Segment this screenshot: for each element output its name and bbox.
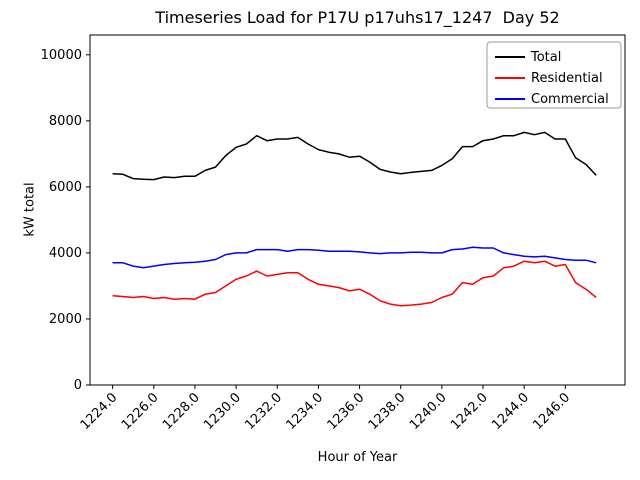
y-tick-label: 6000 [49, 180, 82, 195]
x-tick-label: 1238.0 [366, 390, 409, 433]
x-tick-label: 1228.0 [160, 390, 203, 433]
x-tick-label: 1230.0 [201, 390, 244, 433]
chart-title: Timeseries Load for P17U p17uhs17_1247 D… [155, 8, 560, 27]
y-tick-label: 2000 [49, 312, 82, 327]
y-tick-label: 10000 [41, 48, 82, 63]
x-tick-label: 1242.0 [448, 390, 491, 433]
x-tick-label: 1246.0 [530, 390, 573, 433]
x-tick-label: 1240.0 [407, 390, 450, 433]
series-line-total [112, 131, 597, 181]
legend-label-residential: Residential [531, 71, 603, 86]
legend-box [486, 41, 622, 109]
y-tick-label: 4000 [49, 246, 82, 261]
x-tick-label: 1236.0 [325, 390, 368, 433]
legend-label-total: Total [530, 50, 561, 65]
x-tick-label: 1232.0 [242, 390, 285, 433]
series-line-residential [112, 260, 597, 307]
x-tick-label: 1234.0 [283, 390, 326, 433]
x-axis-label: Hour of Year [317, 450, 398, 465]
y-tick-label: 0 [74, 378, 82, 393]
x-tick-label: 1226.0 [119, 390, 162, 433]
series-line-commercial [112, 246, 597, 269]
x-tick-label: 1244.0 [489, 390, 532, 433]
legend-label-commercial: Commercial [531, 92, 609, 107]
y-axis-label: kW total [22, 182, 38, 237]
y-tick-label: 8000 [49, 114, 82, 129]
x-tick-label: 1224.0 [78, 390, 121, 433]
